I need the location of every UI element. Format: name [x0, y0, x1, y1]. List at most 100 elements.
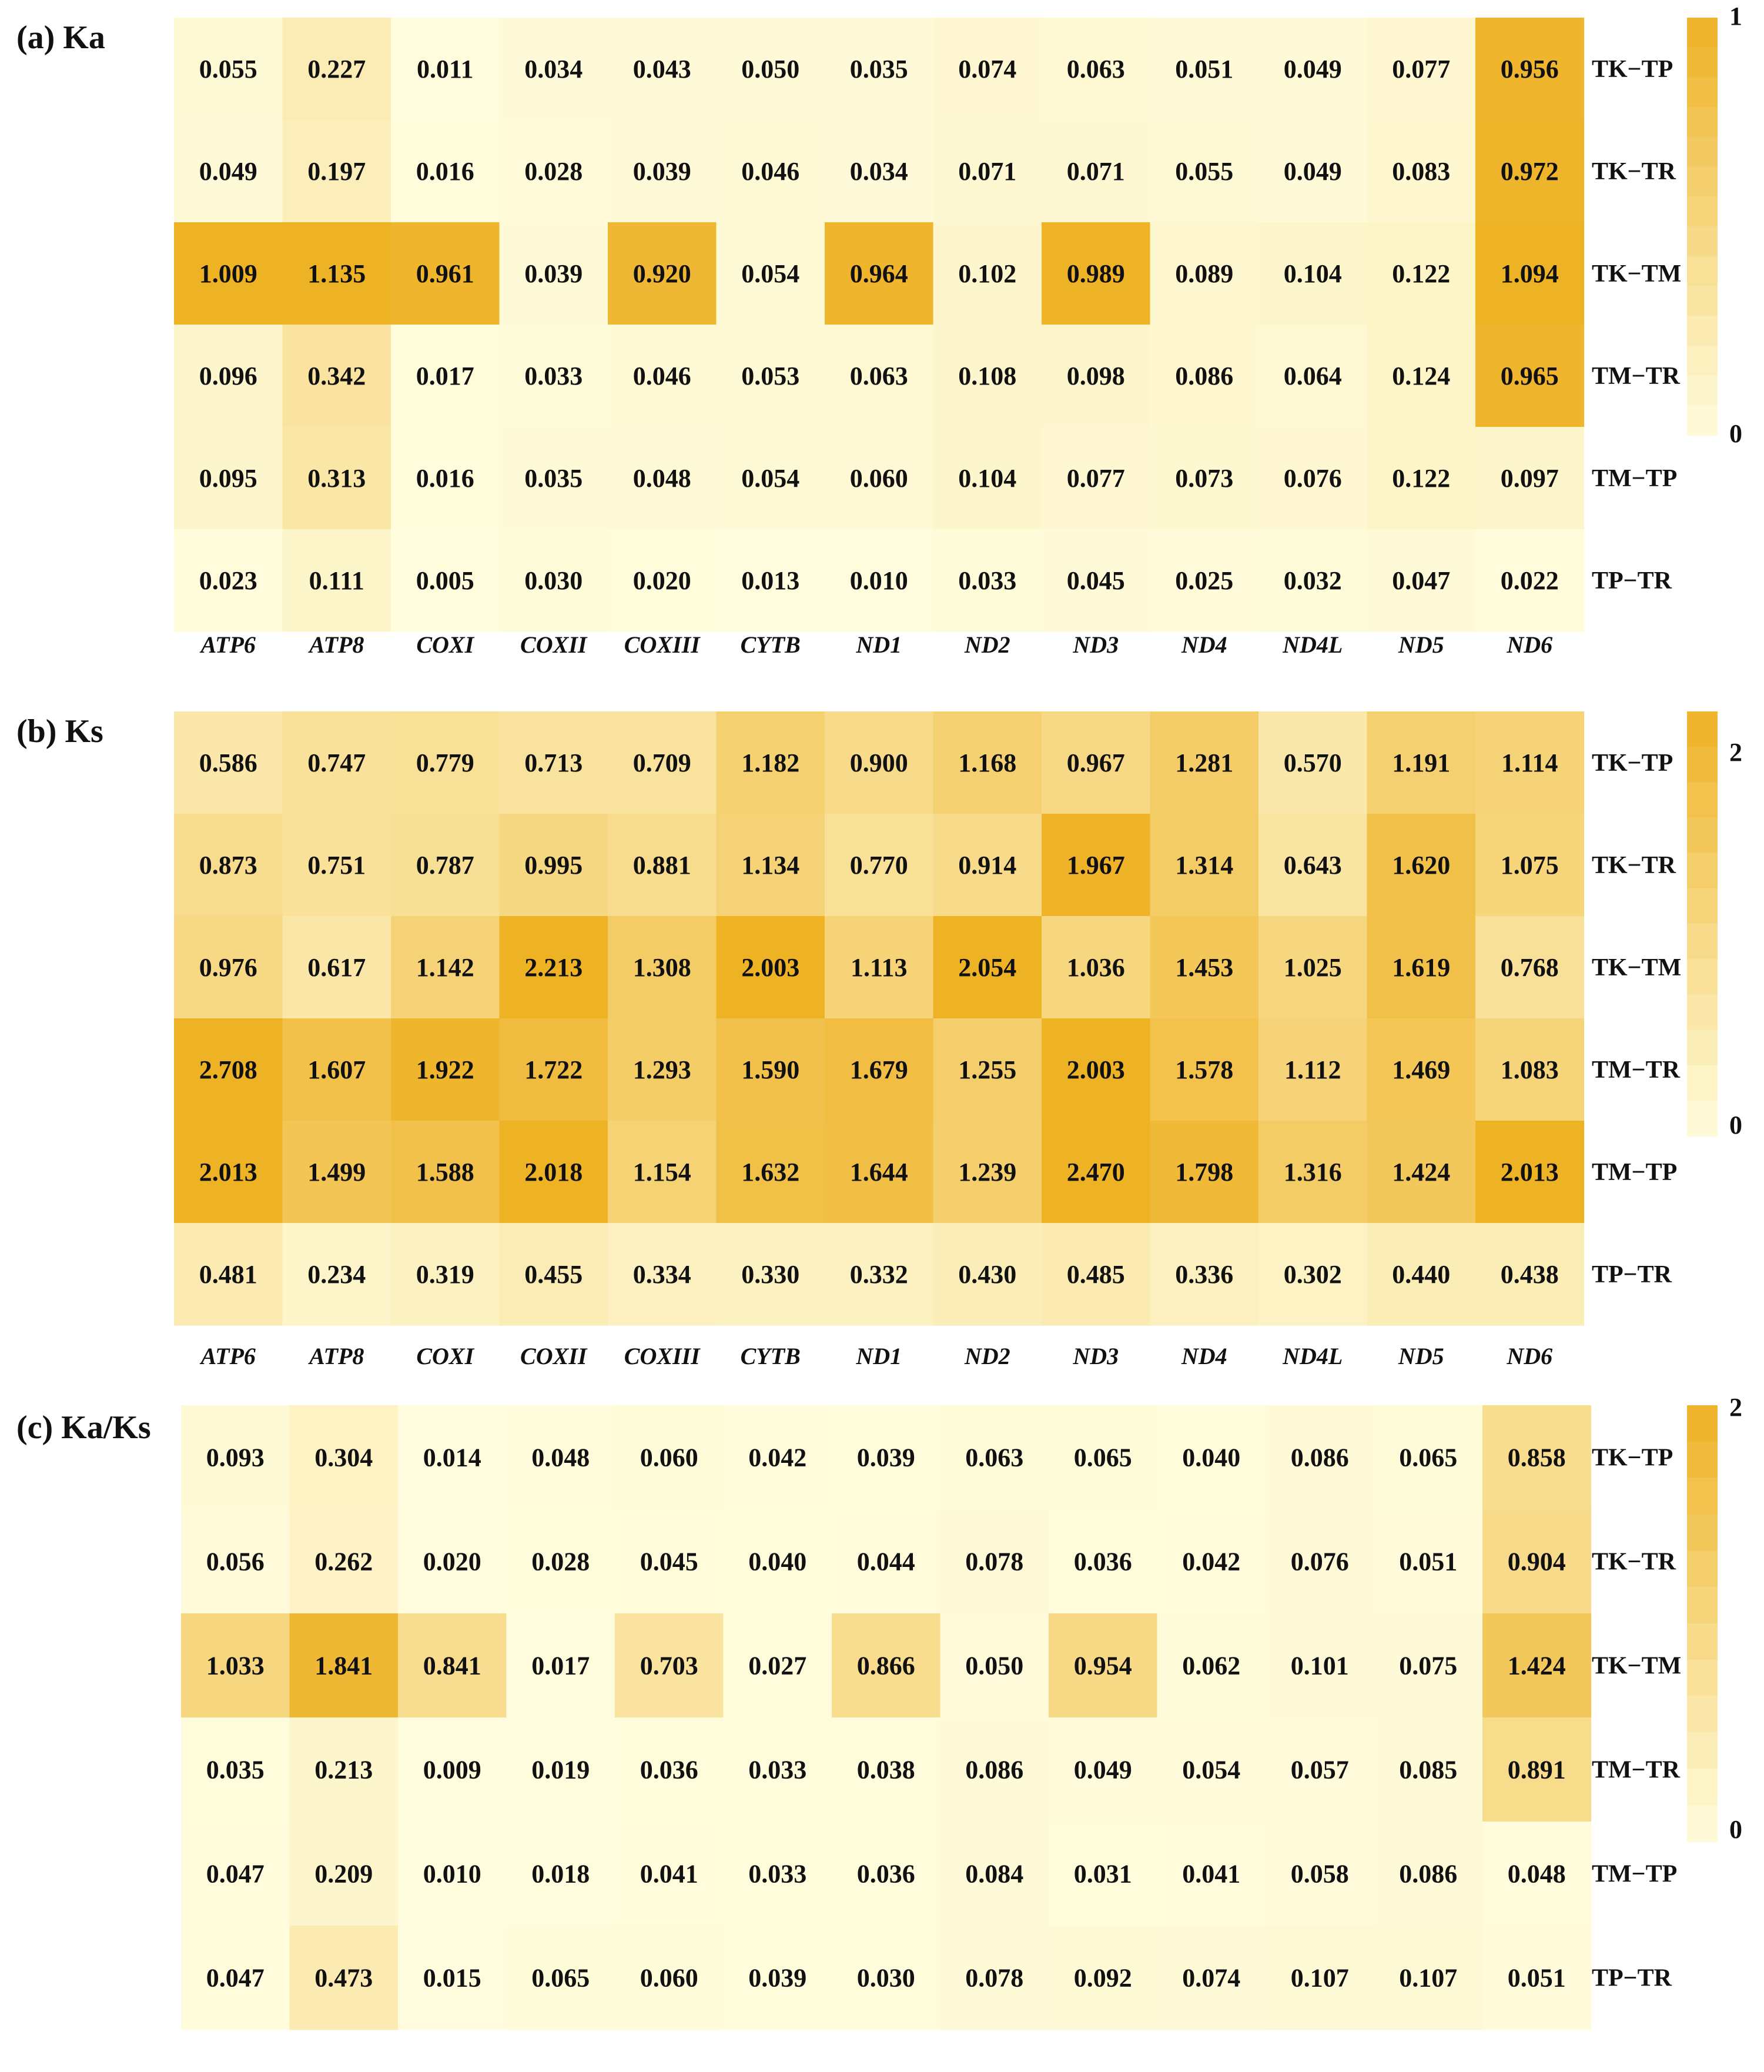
heatmap-cell: [723, 1509, 832, 1614]
heatmap-cell: [499, 325, 608, 427]
cell-value: 0.050: [741, 55, 799, 83]
heatmap-cell: [832, 1509, 941, 1614]
gene-label: ATP8: [307, 631, 364, 658]
cell-value: 0.779: [416, 748, 474, 777]
cell-value: 0.107: [1291, 1964, 1349, 1993]
heatmap-cell: [1258, 222, 1368, 325]
heatmap-cell: [499, 18, 608, 121]
heatmap-cell: [1258, 1121, 1368, 1224]
cell-value: 1.083: [1501, 1055, 1559, 1084]
heatmap-cell: [174, 529, 283, 632]
heatmap-cell: [289, 1613, 399, 1718]
heatmap-cell: [1475, 1121, 1585, 1224]
cell-value: 2.054: [958, 953, 1016, 982]
cell-value: 0.060: [640, 1443, 698, 1472]
cell-value: 0.873: [199, 851, 257, 880]
colorbar-step: [1687, 1478, 1718, 1515]
cell-value: 0.041: [1182, 1860, 1240, 1889]
row-label: TP−TR: [1592, 1965, 1672, 1992]
cell-value: 0.046: [741, 157, 799, 186]
cell-value: 0.033: [958, 566, 1016, 595]
cell-value: 0.972: [1501, 157, 1559, 186]
heatmap-cell: [282, 1223, 391, 1326]
heatmap-cell: [723, 1405, 832, 1510]
cell-value: 0.028: [531, 1548, 590, 1576]
heatmap-cell: [181, 1926, 290, 2030]
gene-label: CYTB: [741, 1343, 801, 1369]
cell-value: 1.009: [199, 259, 257, 288]
cell-value: 0.570: [1284, 748, 1342, 777]
heatmap-cell: [391, 529, 500, 632]
cell-value: 0.336: [1175, 1260, 1233, 1289]
cell-value: 0.009: [423, 1756, 481, 1784]
colorbar-step: [1687, 1405, 1718, 1442]
heatmap-cell: [289, 1509, 399, 1614]
heatmap-cell: [181, 1405, 290, 1510]
cell-value: 0.036: [857, 1860, 915, 1889]
gene-label: ND1: [855, 631, 902, 658]
heatmap-cell: [1150, 1018, 1259, 1121]
colorbar-step: [1687, 711, 1718, 747]
cell-value: 0.036: [640, 1756, 698, 1784]
cell-value: 0.104: [1284, 259, 1342, 288]
cell-value: 1.588: [416, 1158, 474, 1187]
heatmap-cell: [933, 529, 1042, 632]
cell-value: 0.095: [199, 464, 257, 493]
heatmap-cell: [1042, 711, 1151, 814]
heatmap-cell: [608, 1223, 717, 1326]
heatmap-cell: [181, 1717, 290, 1822]
heatmap-cell: [391, 18, 500, 121]
cell-value: 0.063: [1067, 55, 1125, 83]
heatmap-cell: [615, 1613, 724, 1718]
heatmap-cell: [1266, 1613, 1375, 1718]
row-label: TK−TP: [1592, 750, 1673, 777]
cell-value: 0.010: [850, 566, 908, 595]
cell-value: 0.084: [965, 1860, 1023, 1889]
colorbar-step: [1687, 1065, 1718, 1101]
heatmap-cell: [289, 1405, 399, 1510]
cell-value: 0.077: [1392, 55, 1450, 83]
heatmap-cell: [1258, 1018, 1368, 1121]
heatmap-cell: [608, 916, 717, 1019]
heatmap-cell: [174, 1223, 283, 1326]
heatmap-cell: [174, 1018, 283, 1121]
colorbar-step: [1687, 747, 1718, 783]
cell-value: 0.078: [965, 1964, 1023, 1993]
cell-value: 0.057: [1291, 1756, 1349, 1784]
heatmap-cell: [1266, 1717, 1375, 1822]
cell-value: 0.430: [958, 1260, 1016, 1289]
cell-value: 0.107: [1399, 1964, 1457, 1993]
cell-value: 1.620: [1392, 851, 1450, 880]
heatmap-cell: [933, 1018, 1042, 1121]
cell-value: 1.679: [850, 1055, 908, 1084]
cell-value: 1.632: [741, 1158, 799, 1187]
cell-value: 1.075: [1501, 851, 1559, 880]
heatmap-cell: [1266, 1405, 1375, 1510]
heatmap-cell: [1367, 222, 1476, 325]
cell-value: 1.191: [1392, 748, 1450, 777]
cell-value: 0.073: [1175, 464, 1233, 493]
heatmap-cell: [499, 1121, 608, 1224]
heatmap-cell: [1258, 814, 1368, 917]
cell-value: 0.209: [314, 1860, 373, 1889]
cell-value: 2.003: [1067, 1055, 1125, 1084]
heatmap-cell: [825, 120, 934, 223]
cell-value: 0.053: [741, 362, 799, 390]
heatmap-cell: [391, 1018, 500, 1121]
colorbar-step: [1687, 1514, 1718, 1552]
cell-value: 0.045: [640, 1548, 698, 1576]
heatmap-cell: [608, 711, 717, 814]
heatmap-cell: [289, 1926, 399, 2030]
heatmap-cell: [1042, 916, 1151, 1019]
heatmap-cell: [174, 814, 283, 917]
heatmap-cell: [398, 1405, 507, 1510]
colorbar-step: [1687, 994, 1718, 1031]
cell-value: 0.473: [314, 1964, 373, 1993]
cell-value: 0.891: [1508, 1756, 1566, 1784]
colorbar-step: [1687, 924, 1718, 960]
cell-value: 0.881: [633, 851, 691, 880]
cell-value: 0.124: [1392, 362, 1450, 390]
cell-value: 0.032: [1284, 566, 1342, 595]
cell-value: 0.054: [741, 259, 799, 288]
heatmap-cell: [716, 711, 825, 814]
